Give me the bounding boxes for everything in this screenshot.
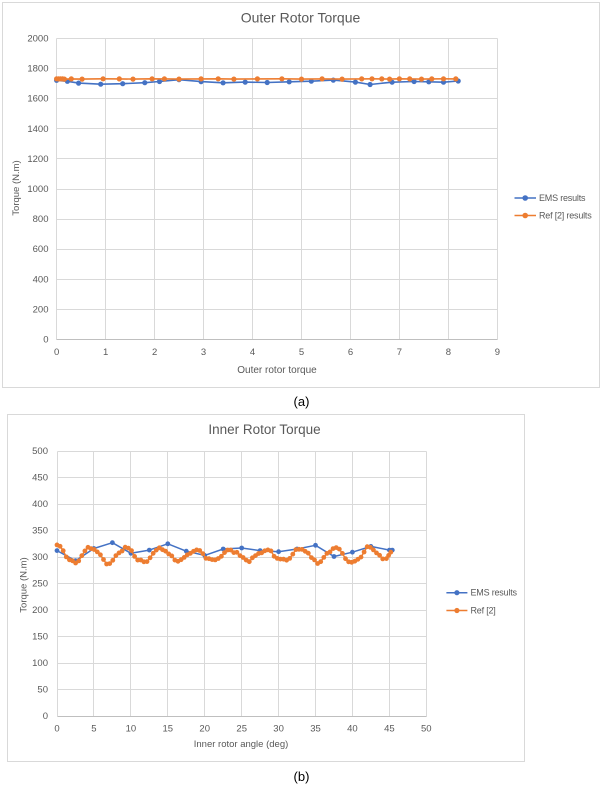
svg-text:Torque (N.m): Torque (N.m) [19,557,30,612]
svg-text:Outer rotor torque: Outer rotor torque [237,365,317,376]
svg-text:45: 45 [384,724,395,735]
svg-text:6: 6 [348,347,353,358]
svg-text:8: 8 [446,347,451,358]
svg-text:1600: 1600 [27,94,48,105]
svg-text:EMS results: EMS results [539,193,586,203]
svg-text:50: 50 [37,685,48,696]
svg-text:Ref [2]: Ref [2] [471,606,496,616]
svg-text:9: 9 [495,347,500,358]
svg-text:800: 800 [33,214,49,225]
svg-text:1400: 1400 [27,124,48,135]
svg-text:Inner rotor angle (deg): Inner rotor angle (deg) [194,739,289,750]
svg-text:Inner Rotor Torque: Inner Rotor Torque [208,422,320,437]
svg-text:2: 2 [152,347,157,358]
svg-text:600: 600 [33,244,49,255]
svg-text:0: 0 [43,711,48,722]
svg-text:300: 300 [32,552,48,563]
svg-text:0: 0 [54,347,59,358]
svg-text:35: 35 [310,724,321,735]
svg-text:1800: 1800 [27,64,48,75]
svg-text:40: 40 [347,724,358,735]
svg-text:15: 15 [163,724,174,735]
svg-text:10: 10 [126,724,137,735]
svg-text:0: 0 [43,335,48,346]
svg-text:7: 7 [397,347,402,358]
svg-text:Torque (N.m): Torque (N.m) [11,160,22,215]
svg-text:30: 30 [273,724,284,735]
svg-text:20: 20 [199,724,210,735]
svg-text:0: 0 [54,724,59,735]
svg-text:200: 200 [32,605,48,616]
svg-text:5: 5 [299,347,304,358]
svg-text:2000: 2000 [27,33,48,44]
svg-text:Ref [2] results: Ref [2] results [539,211,592,221]
svg-text:400: 400 [32,499,48,510]
svg-text:50: 50 [421,724,432,735]
svg-text:3: 3 [201,347,206,358]
svg-text:200: 200 [33,305,49,316]
svg-text:350: 350 [32,526,48,537]
svg-text:5: 5 [91,724,96,735]
svg-text:Outer Rotor Torque: Outer Rotor Torque [241,10,361,26]
svg-text:500: 500 [32,446,48,457]
svg-text:1200: 1200 [27,154,48,165]
svg-text:250: 250 [32,579,48,590]
svg-text:4: 4 [250,347,255,358]
svg-text:150: 150 [32,632,48,643]
svg-text:400: 400 [33,274,49,285]
svg-text:1000: 1000 [27,184,48,195]
svg-text:EMS results: EMS results [471,588,518,598]
svg-text:450: 450 [32,473,48,484]
svg-text:25: 25 [236,724,247,735]
svg-text:1: 1 [103,347,108,358]
svg-text:100: 100 [32,658,48,669]
